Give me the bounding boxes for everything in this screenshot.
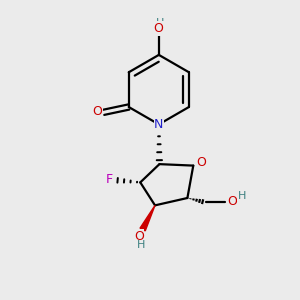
Text: O: O xyxy=(153,22,163,35)
Text: F: F xyxy=(106,173,113,186)
Text: O: O xyxy=(134,230,144,243)
Text: O: O xyxy=(196,156,206,169)
Text: H: H xyxy=(156,17,164,28)
Text: O: O xyxy=(92,105,102,118)
Text: H: H xyxy=(238,190,246,201)
Text: O: O xyxy=(227,195,237,208)
Polygon shape xyxy=(140,206,155,231)
Text: H: H xyxy=(137,240,145,250)
Text: N: N xyxy=(154,118,164,131)
